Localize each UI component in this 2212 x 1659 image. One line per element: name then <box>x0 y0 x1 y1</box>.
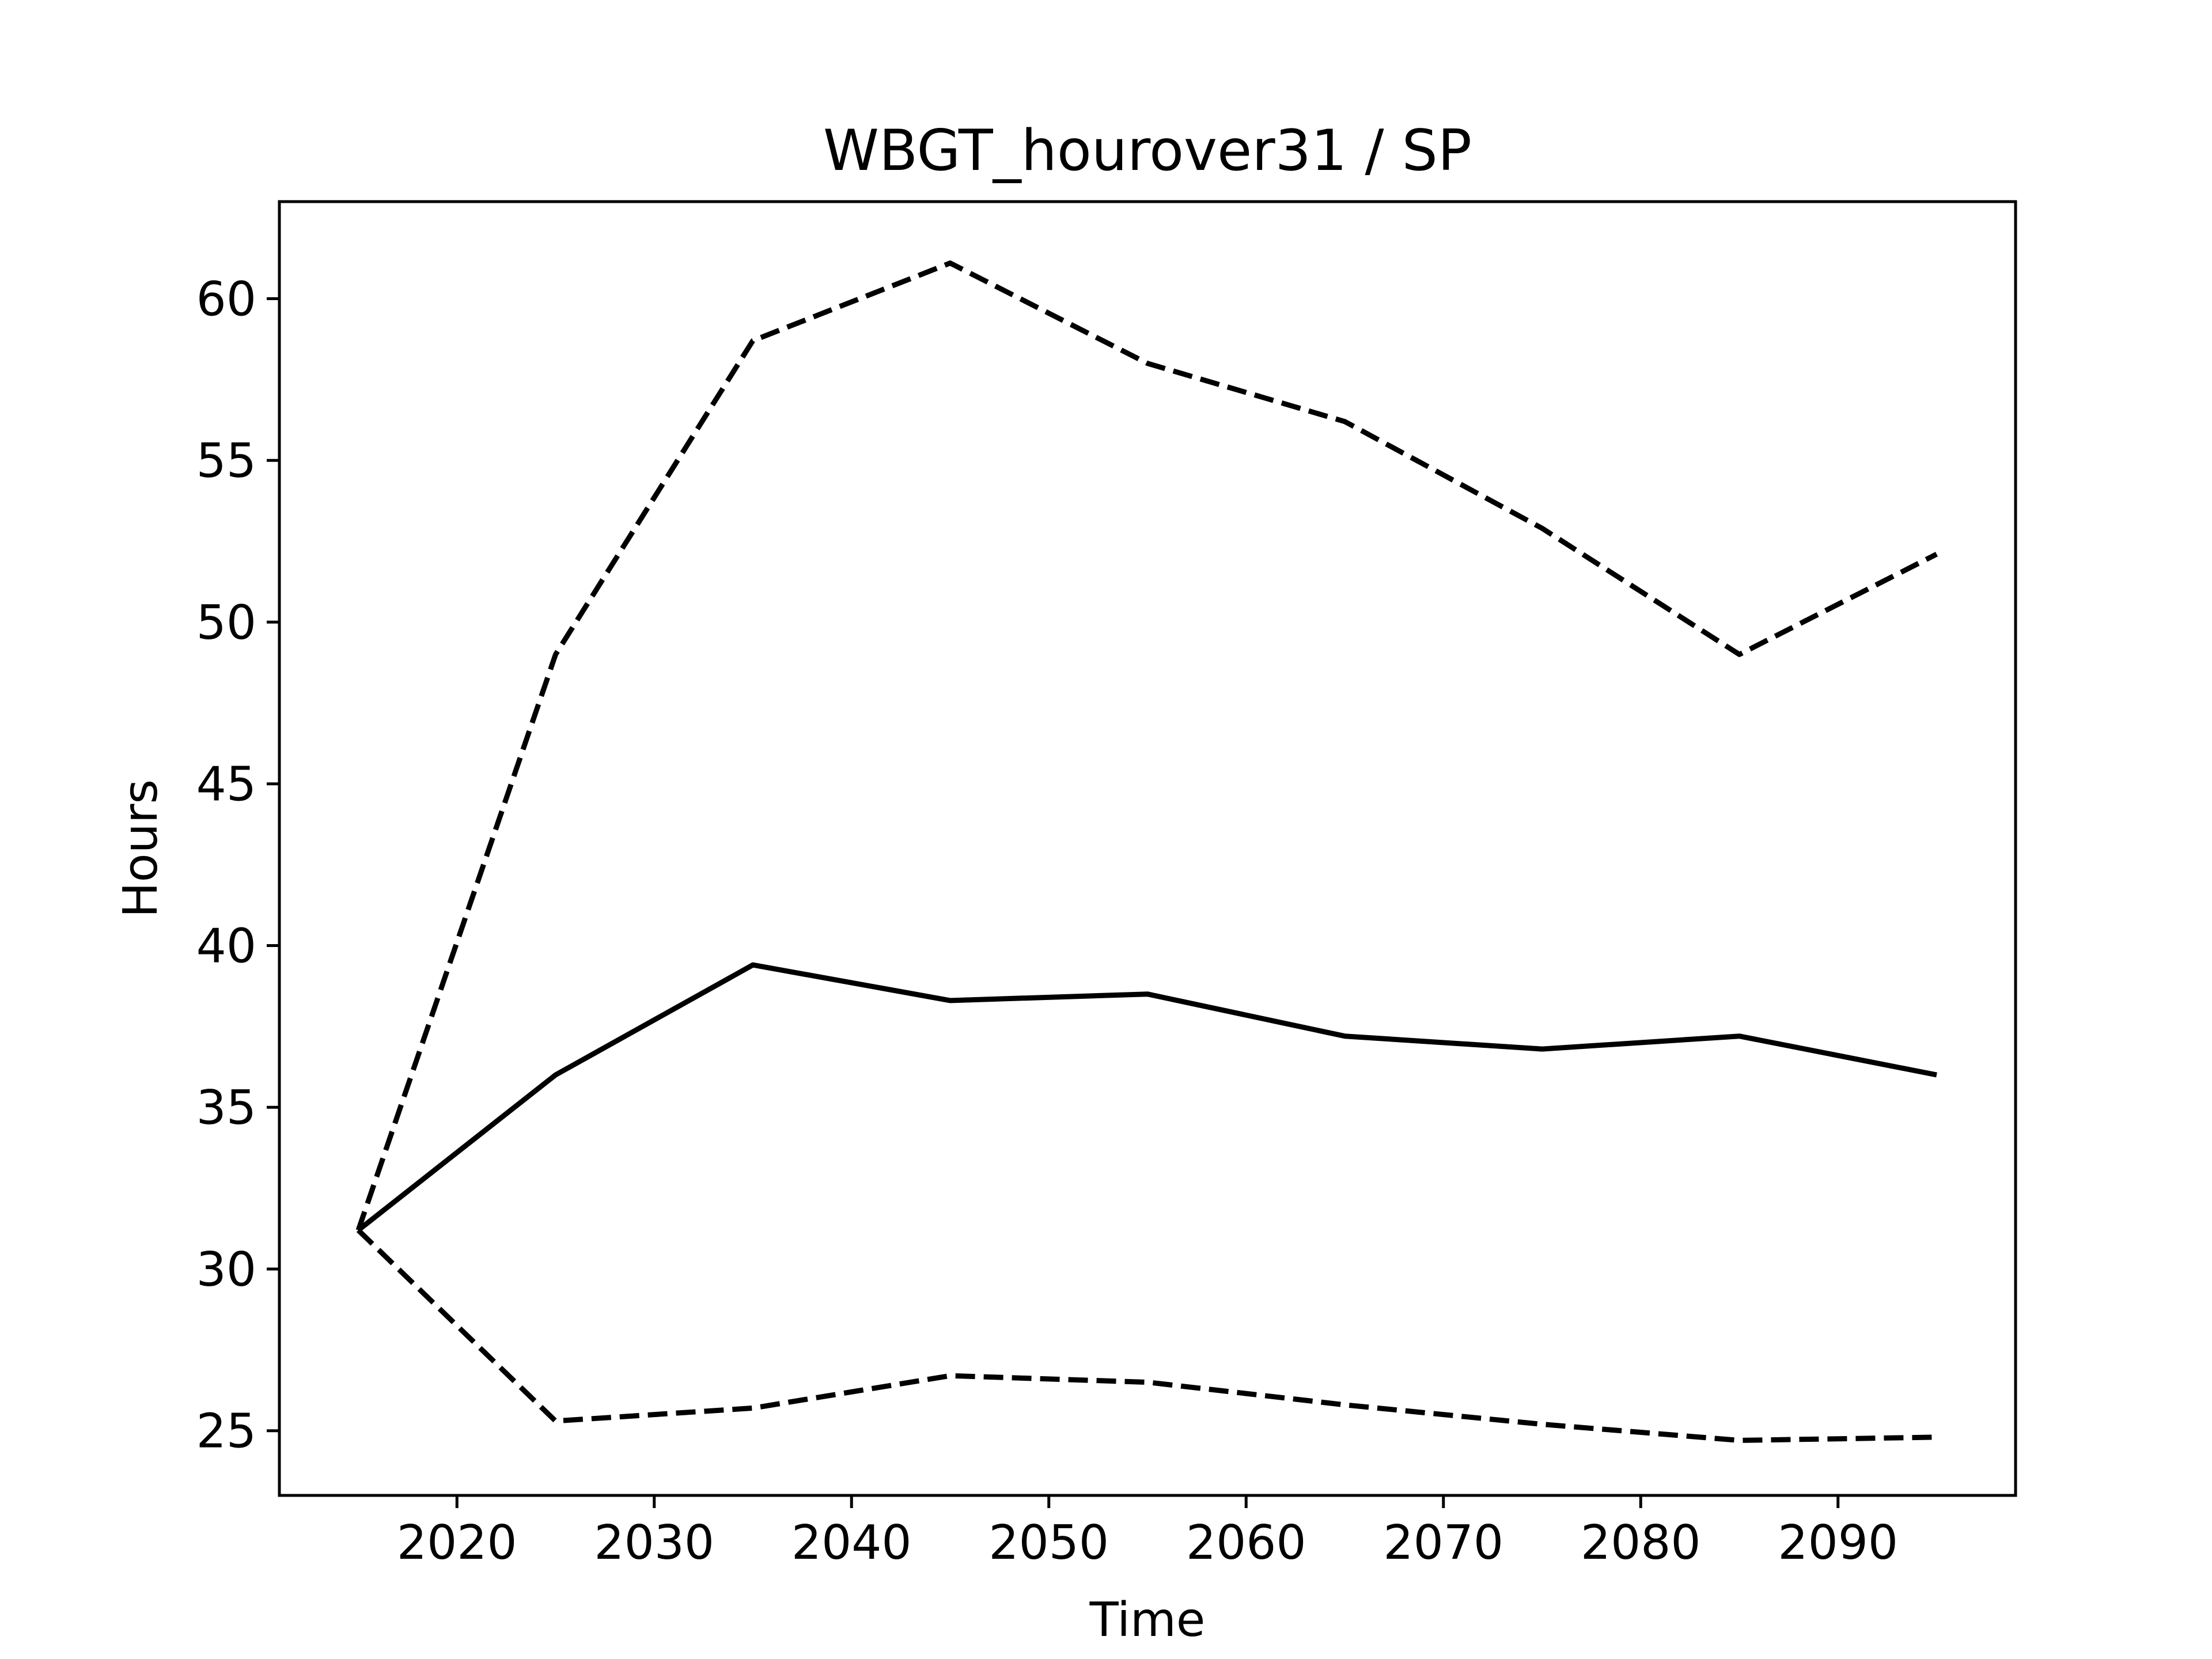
y-tick-label: 35 <box>196 1081 256 1135</box>
y-axis: 25 30 35 40 45 50 55 60 <box>196 272 279 1459</box>
x-tick-label: 2090 <box>1778 1516 1898 1570</box>
x-tick-label: 2020 <box>397 1516 517 1570</box>
x-axis: 2020 2030 2040 2050 2060 2070 2080 2090 <box>397 1495 1898 1570</box>
series-line-lower-bound <box>356 1228 1937 1443</box>
x-tick-label: 2060 <box>1186 1516 1306 1570</box>
y-tick-label: 45 <box>196 757 256 812</box>
x-tick-label: 2040 <box>791 1516 912 1570</box>
chart-title: WBGT_hourover31 / SP <box>823 118 1472 184</box>
y-tick-label: 25 <box>196 1404 256 1459</box>
y-tick-label: 50 <box>196 596 256 650</box>
plot-area-frame <box>278 200 2017 1497</box>
x-tick-label: 2070 <box>1383 1516 1503 1570</box>
y-tick-label: 60 <box>196 272 256 327</box>
y-tick-label: 55 <box>196 434 256 488</box>
x-tick-label: 2080 <box>1581 1516 1701 1570</box>
x-axis-label: Time <box>1089 1593 1206 1647</box>
y-tick-label: 40 <box>196 919 256 974</box>
series-line-median <box>357 962 1937 1233</box>
y-tick-label: 30 <box>196 1243 256 1297</box>
y-axis-label: Hours <box>113 779 168 918</box>
series-line-upper-bound <box>355 260 1938 1232</box>
x-tick-label: 2030 <box>594 1516 714 1570</box>
x-tick-label: 2050 <box>988 1516 1109 1570</box>
series-layer <box>355 260 1938 1443</box>
